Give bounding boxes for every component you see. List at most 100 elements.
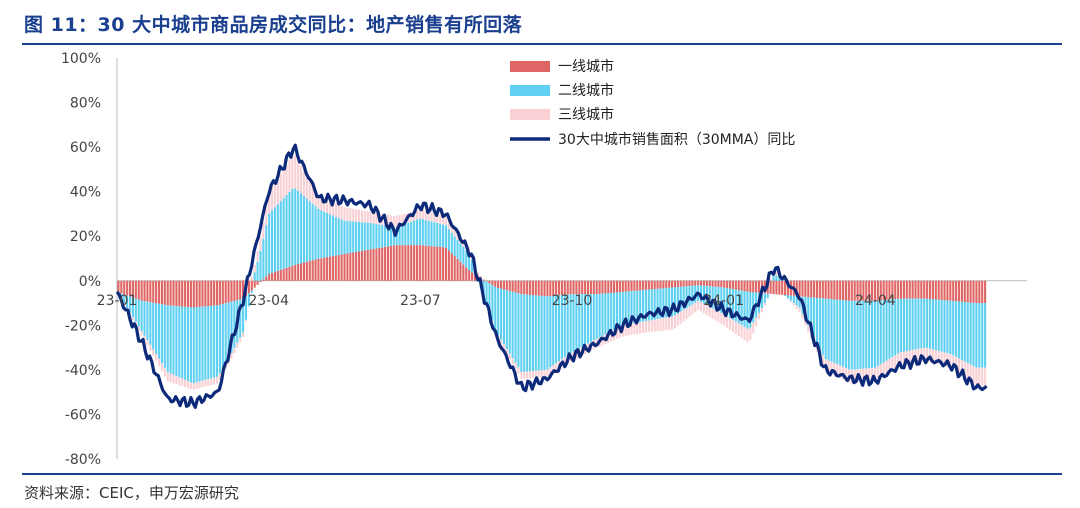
bar-segment [914,298,917,350]
bar-segment [178,377,181,386]
bar-segment [421,219,424,246]
bar-segment [349,208,352,222]
bar-segment [813,297,816,338]
bar-segment [499,280,503,289]
bar-segment [369,249,372,281]
bar-segment [166,305,169,373]
bar-segment [899,298,903,352]
bar-segment [302,262,306,281]
bar-segment [618,280,621,293]
bar-segment [331,215,334,257]
bar-segment [798,307,801,313]
bar-segment [386,246,390,281]
bar-segment [424,210,427,220]
bar-segment [584,294,587,346]
bar-segment [827,360,830,372]
legend-label: 一线城市 [558,58,614,75]
bar-segment [902,280,906,299]
bar-segment [897,353,900,367]
bar-segment [549,296,552,368]
bar-segment [511,291,514,359]
bar-segment [511,280,514,292]
bar-segment [804,319,807,326]
bar-segment [966,302,969,364]
bar-segment [555,295,558,364]
bar-segment [899,280,903,299]
bar-segment [578,294,581,349]
bar-segment [442,215,445,225]
bar-segment [815,280,819,298]
bar-segment [444,247,448,281]
bar-segment [233,347,236,354]
bar-segment [673,280,677,288]
bar-segment [868,280,871,301]
y-tick-label: -40% [65,363,101,379]
bar-segment [392,227,395,246]
bar-segment [244,296,248,320]
bar-segment [737,290,740,324]
bar-segment [288,266,291,281]
bar-segment [279,201,282,270]
bar-segment [624,280,627,292]
bar-segment [143,301,146,336]
bar-segment [218,304,221,374]
bar-segment [844,300,848,369]
bar-segment [795,296,798,306]
bar-segment [160,304,163,364]
bar-segment [873,300,877,368]
bar-segment [384,225,387,247]
bar-segment [401,245,404,281]
bar-segment [621,280,624,292]
bar-segment [740,325,743,338]
bar-segment [152,349,155,356]
bar-segment [299,165,303,194]
bar-segment [601,335,604,346]
bar-segment [844,368,848,382]
bar-segment [902,298,906,352]
bar-segment [746,328,749,343]
bar-segment [198,381,201,389]
bar-segment [697,300,700,310]
bar-segment [375,248,378,281]
bar-segment [297,160,300,191]
bar-segment [520,294,523,372]
bar-segment [807,325,810,333]
bar-segment [314,259,317,281]
bar-segment [749,292,752,328]
bar-segment [192,383,195,390]
bar-segment [743,291,746,328]
bar-segment [656,280,659,289]
bar-segment [239,280,242,300]
bar-segment [273,207,277,272]
bar-segment [682,280,685,287]
bar-layer [117,156,987,390]
bar-segment [221,280,224,305]
bar-segment [433,246,436,281]
bar-segment [807,297,810,326]
bar-segment [676,287,679,314]
bar-segment [810,280,813,298]
bar-segment [905,298,908,351]
bar-segment [456,239,459,259]
bar-segment [630,280,633,292]
bar-segment [534,370,537,378]
bar-segment [685,280,688,287]
bar-segment [549,367,552,375]
y-tick-label: 100% [61,51,101,67]
bar-segment [781,280,784,295]
bar-segment [450,253,453,281]
bar-segment [949,354,952,368]
bar-segment [549,280,552,297]
bar-segment [644,280,648,290]
bar-segment [140,300,143,331]
bar-segment [317,194,320,209]
bar-segment [784,295,787,297]
bar-segment [242,332,245,338]
bar-segment [505,348,508,355]
bar-segment [726,288,729,317]
bar-segment [984,303,987,368]
bar-segment [447,229,450,251]
bar-segment [294,188,297,265]
bar-segment [949,280,952,301]
bar-segment [155,280,158,304]
